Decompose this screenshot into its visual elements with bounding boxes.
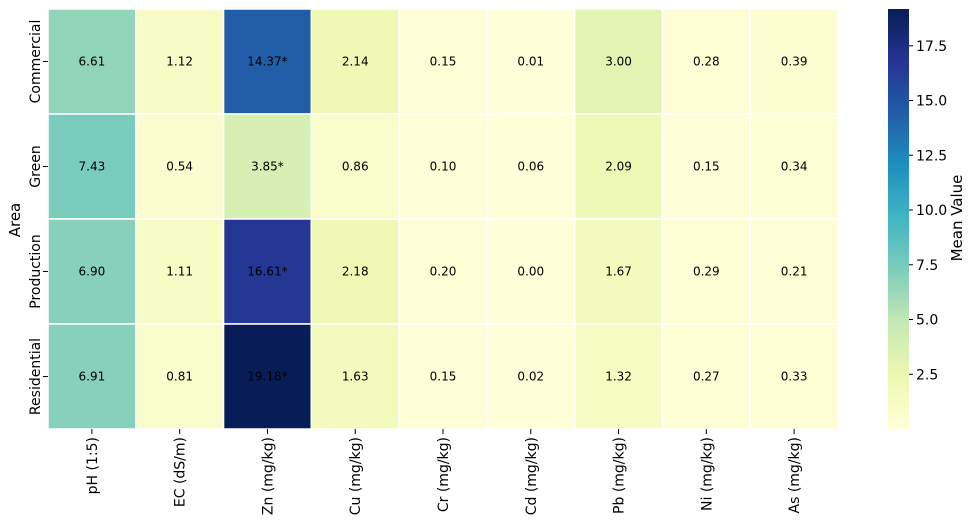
colorbar: 2.5 5.0 7.5 10.0 12.5 15.0 17.5 Mean Value — [888, 9, 966, 429]
heatmap-cell — [135, 323, 225, 430]
y-tick-label: Residential — [28, 338, 44, 415]
x-tick-label: Ni (mg/kg) — [699, 437, 715, 511]
x-tick-label: Cd (mg/kg) — [524, 437, 540, 515]
heatmap-cell — [749, 323, 839, 430]
y-axis-ticks: Commercial Green Production Residential — [28, 20, 48, 415]
heatmap-cell — [749, 113, 839, 220]
cell-value-label: 1.11 — [166, 265, 193, 279]
cell-value-label: 1.63 — [342, 370, 369, 384]
cell-value-label: 19.18* — [247, 370, 287, 384]
x-tick-label: As (mg/kg) — [787, 437, 803, 513]
heatmap-cell — [135, 8, 225, 115]
cell-value-label: 0.01 — [517, 55, 544, 69]
cell-value-label: 3.85* — [251, 160, 284, 174]
cell-value-label: 0.54 — [166, 160, 193, 174]
cell-value-label: 2.14 — [342, 55, 369, 69]
cell-value-label: 1.12 — [166, 55, 193, 69]
y-axis-label: Area — [6, 203, 24, 238]
cell-value-label: 0.28 — [693, 55, 720, 69]
colorbar-ticks: 2.5 5.0 7.5 10.0 12.5 15.0 17.5 — [909, 39, 947, 383]
heatmap-cell — [222, 113, 313, 220]
heatmap-cells: 6.61 1.12 14.37* 2.14 0.15 0.01 3.00 0.28 0.39 7.… — [47, 8, 839, 430]
cell-value-label: 16.61* — [247, 265, 287, 279]
colorbar-tick-label: 2.5 — [916, 367, 938, 383]
x-tick-label: Cu (mg/kg) — [348, 437, 364, 515]
cell-value-label: 14.37* — [247, 55, 287, 69]
heatmap-cell — [398, 113, 488, 220]
cell-value-label: 0.33 — [781, 370, 808, 384]
colorbar-tick-label: 5.0 — [916, 313, 938, 329]
heatmap-cell — [661, 113, 751, 220]
cell-value-label: 0.39 — [781, 55, 808, 69]
cell-value-label: 0.10 — [430, 160, 457, 174]
cell-value-label: 0.34 — [781, 160, 808, 174]
heatmap-cell — [47, 323, 137, 430]
cell-value-label: 0.21 — [781, 265, 808, 279]
y-tick-label: Commercial — [28, 20, 44, 104]
cell-value-label: 6.61 — [79, 55, 106, 69]
cell-value-label: 6.90 — [79, 265, 106, 279]
x-axis-ticks: pH (1:5) EC (dS/m) Zn (mg/kg) Cu (mg/kg) Cr … — [85, 429, 803, 515]
heatmap-cell — [135, 218, 225, 325]
heatmap-cell — [47, 218, 137, 325]
cell-value-label: 7.43 — [79, 160, 106, 174]
heatmap-cell — [310, 323, 400, 430]
colorbar-gradient — [888, 9, 909, 429]
x-tick-label: pH (1:5) — [85, 437, 101, 494]
cell-value-label: 1.67 — [605, 265, 632, 279]
cell-value-label: 2.09 — [605, 160, 632, 174]
cell-value-label: 0.15 — [430, 370, 457, 384]
colorbar-tick-label: 7.5 — [916, 258, 938, 274]
cell-value-label: 0.27 — [693, 370, 720, 384]
cell-value-label: 0.15 — [430, 55, 457, 69]
heatmap-cell — [573, 218, 664, 325]
cell-value-label: 0.20 — [430, 265, 457, 279]
x-tick-label: EC (dS/m) — [173, 437, 189, 507]
heatmap-cell — [486, 8, 576, 115]
colorbar-tick-label: 17.5 — [916, 39, 947, 55]
heatmap-cell — [398, 218, 488, 325]
colorbar-tick-label: 15.0 — [916, 94, 947, 110]
cell-value-label: 0.02 — [517, 370, 544, 384]
heatmap-cell — [310, 8, 400, 115]
cell-value-label: 0.81 — [166, 370, 193, 384]
x-tick-label: Pb (mg/kg) — [612, 437, 628, 514]
cell-value-label: 6.91 — [79, 370, 106, 384]
heatmap-cell — [749, 218, 839, 325]
cell-value-label: 0.15 — [693, 160, 720, 174]
y-tick-label: Production — [28, 234, 44, 308]
colorbar-tick-label: 12.5 — [916, 148, 947, 164]
heatmap-cell — [573, 113, 664, 220]
y-tick-label: Green — [28, 145, 44, 187]
cell-value-label: 0.00 — [517, 265, 544, 279]
heatmap-cell — [310, 218, 400, 325]
cell-value-label: 3.00 — [605, 55, 632, 69]
cell-value-label: 2.18 — [342, 265, 369, 279]
cell-value-label: 0.06 — [517, 160, 544, 174]
heatmap-cell — [222, 8, 313, 115]
heatmap-cell — [47, 113, 137, 220]
colorbar-label: Mean Value — [948, 175, 966, 262]
heatmap-cell — [222, 218, 313, 325]
x-tick-label: Cr (mg/kg) — [436, 437, 452, 512]
colorbar-tick-label: 10.0 — [916, 203, 947, 219]
x-tick-label: Zn (mg/kg) — [260, 437, 276, 515]
heatmap-cell — [661, 8, 751, 115]
cell-value-label: 1.32 — [605, 370, 632, 384]
cell-value-label: 0.29 — [693, 265, 720, 279]
heatmap-cell — [47, 8, 137, 115]
cell-value-label: 0.86 — [342, 160, 369, 174]
